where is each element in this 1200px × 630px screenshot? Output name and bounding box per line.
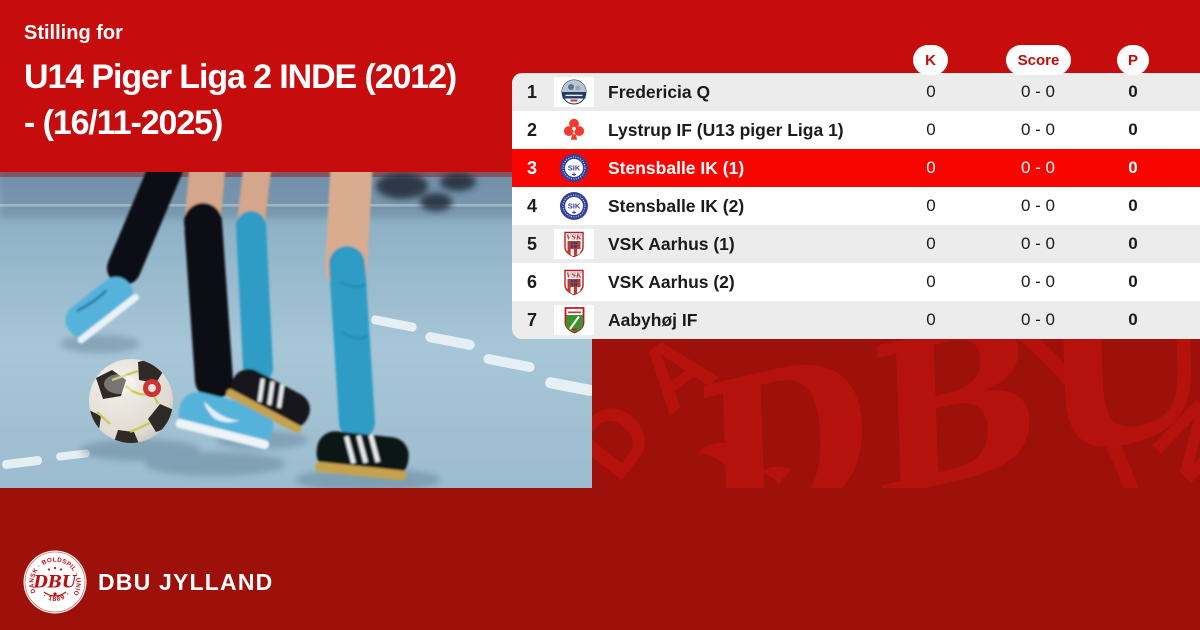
crest-tile (554, 77, 594, 107)
dbu-watermark-band: D A N DBU (500, 339, 1200, 488)
points-value: 0 (1128, 158, 1138, 177)
position-cell: 5 (526, 234, 537, 254)
points-value: 0 (1128, 120, 1138, 139)
svg-text:VSK: VSK (566, 271, 582, 279)
stensballe-ik-crest-icon: SIK (560, 192, 588, 220)
fredericia-q-crest-icon (561, 79, 587, 105)
score-value: 0 - 0 (1020, 158, 1056, 177)
team-name: VSK Aarhus (1) (608, 234, 735, 254)
table-row: 1 Fredericia Q 0 0 - 0 0 (512, 73, 1200, 111)
title-line-1: U14 Piger Liga 2 INDE (2012) (24, 58, 457, 96)
column-pill-score: Score (1006, 45, 1071, 75)
team-name: Stensballe IK (2) (608, 196, 745, 216)
stensballe-ik-crest-icon: SIK (560, 154, 588, 182)
score-value: 0 - 0 (1020, 310, 1056, 329)
brand-name: DBU JYLLAND (98, 568, 274, 595)
watermark-monogram: DBU (666, 339, 1200, 488)
seal-monogram: DBU (33, 573, 78, 592)
table-row: 2 Lystrup IF (U13 piger Liga 1) 0 0 - 0 … (512, 111, 1200, 149)
svg-text:SIK: SIK (568, 164, 581, 173)
team-name: Aabyhøj IF (608, 310, 698, 330)
watermark-wing (698, 442, 762, 473)
matches-value: 0 (926, 310, 936, 329)
score-value: 0 - 0 (1020, 272, 1056, 291)
svg-text:VSK: VSK (566, 233, 582, 241)
matches-value: 0 (926, 82, 936, 101)
watermark-wing (758, 466, 792, 485)
team-name: Lystrup IF (U13 piger Liga 1) (608, 120, 844, 140)
standings-table: 1 Fredericia Q 0 0 - 0 0 2 (512, 73, 1200, 339)
column-pill-matches: K (913, 45, 948, 75)
black-indoor-shoe-right (315, 431, 409, 481)
crest-tile: VSK (554, 229, 594, 259)
table-row: 5 VSK VSK Aarhus (1) (512, 225, 1200, 263)
matches-value: 0 (926, 272, 936, 291)
matches-value: 0 (926, 234, 936, 253)
svg-text:SIK: SIK (568, 202, 581, 211)
position-cell: 6 (526, 272, 537, 292)
points-value: 0 (1128, 272, 1138, 291)
matches-value: 0 (926, 196, 936, 215)
team-name: Stensballe IK (1) (608, 158, 745, 178)
black-indoor-shoe (226, 368, 310, 433)
eyebrow-label: Stilling for (24, 22, 123, 44)
matches-value: 0 (926, 158, 936, 177)
players-legs (65, 172, 409, 481)
title-line-2: - (16/11-2025) (24, 104, 223, 142)
score-value: 0 - 0 (1020, 196, 1056, 215)
futsal-photo (0, 172, 592, 488)
crest-tile (554, 305, 594, 335)
table-row-highlighted: 3 SIK Stensballe IK (1) 0 0 - 0 0 (512, 149, 1200, 187)
raised-blue-shoe (65, 276, 139, 344)
court-far-line (0, 204, 592, 207)
table-row: 7 Aabyhøj IF 0 0 - 0 0 (512, 301, 1200, 339)
page-title: U14 Piger Liga 2 INDE (2012) - (16/11-20… (24, 54, 457, 146)
dbu-seal-icon: DANSK · BOLDSPIL · UNION · 1889 · DBU (22, 549, 87, 614)
position-cell: 1 (526, 82, 537, 102)
watermark-ring-arc (500, 339, 1139, 488)
position-cell: 2 (526, 120, 537, 140)
vsk-aarhus-crest-icon: VSK (564, 269, 584, 295)
column-pill-points: P (1117, 45, 1149, 75)
table-row: 6 VSK VSK Aarhus (2) (512, 263, 1200, 301)
points-value: 0 (1128, 196, 1138, 215)
dbu-seal-watermark-icon: D A N DBU (500, 339, 1200, 488)
matches-value: 0 (926, 120, 936, 139)
score-value: 0 - 0 (1020, 234, 1056, 253)
position-cell: 3 (526, 158, 537, 178)
lystrup-if-crest-icon (563, 118, 585, 140)
crest-tile (554, 115, 594, 145)
footer-brand-lockup: DANSK · BOLDSPIL · UNION · 1889 · DBU DB… (22, 549, 273, 615)
seal-ornaments (43, 566, 67, 597)
title-block: Stilling for U14 Piger Liga 2 INDE (2012… (24, 22, 457, 146)
court-dashed-lines (2, 315, 592, 469)
background-figures (376, 173, 476, 211)
score-value: 0 - 0 (1020, 120, 1056, 139)
aabyhoj-if-crest-icon (564, 307, 584, 334)
vsk-aarhus-crest-icon: VSK (564, 231, 584, 257)
table-row: 4 SIK Stensballe IK (2) 0 0 - 0 0 (512, 187, 1200, 225)
score-value: 0 - 0 (1020, 82, 1056, 101)
crest-tile: VSK (554, 267, 594, 297)
position-cell: 7 (526, 310, 537, 330)
points-value: 0 (1128, 234, 1138, 253)
team-name: VSK Aarhus (2) (608, 272, 735, 292)
position-cell: 4 (526, 196, 537, 216)
team-name: Fredericia Q (608, 82, 711, 102)
points-value: 0 (1128, 82, 1138, 101)
points-value: 0 (1128, 310, 1138, 329)
